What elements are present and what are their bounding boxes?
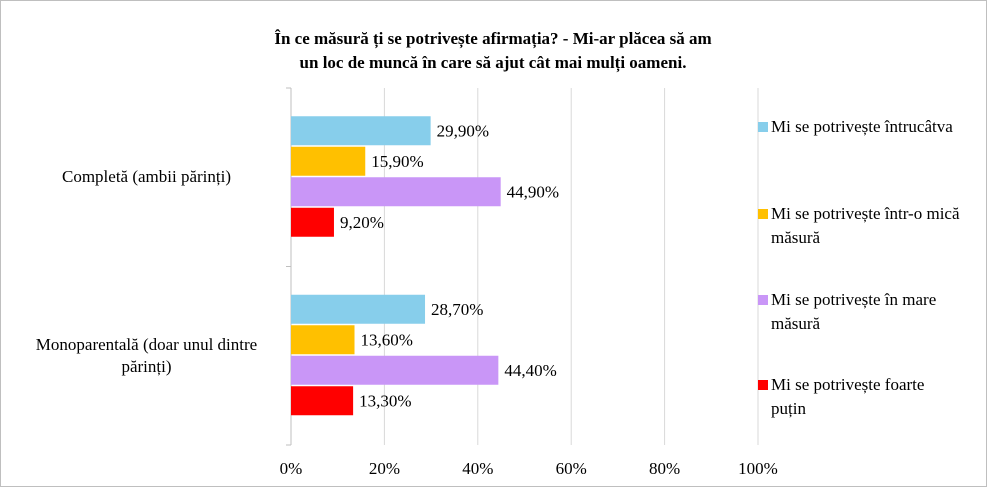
value-label: 13,60% bbox=[361, 331, 413, 350]
x-tick-label: 20% bbox=[369, 459, 400, 478]
legend-label: Mi se potrivește întrucâtva bbox=[771, 117, 953, 136]
value-label: 28,70% bbox=[431, 300, 483, 319]
legend-swatch bbox=[758, 380, 768, 390]
legend-swatch bbox=[758, 122, 768, 132]
x-tick-label: 0% bbox=[280, 459, 303, 478]
legend-swatch bbox=[758, 295, 768, 305]
bar bbox=[291, 294, 426, 324]
value-label: 44,40% bbox=[504, 361, 556, 380]
legend-label: Mi se potrivește într-o mică măsură bbox=[771, 204, 960, 247]
chart-title: un loc de muncă în care să ajut cât mai … bbox=[300, 53, 687, 73]
bar bbox=[291, 146, 366, 176]
bar bbox=[291, 355, 499, 385]
value-label: 9,20% bbox=[340, 213, 384, 232]
legend-label: Mi se potrivește în mare măsură bbox=[771, 290, 937, 333]
legend-label: Mi se potrivește foarte puțin bbox=[771, 375, 925, 418]
category-label: Completă (ambii părinți) bbox=[61, 167, 231, 187]
x-tick-label: 80% bbox=[649, 459, 680, 478]
value-label: 13,30% bbox=[359, 392, 411, 411]
bar bbox=[291, 177, 501, 207]
bar bbox=[291, 116, 431, 146]
x-tick-label: 60% bbox=[556, 459, 587, 478]
chart-title: În ce măsură ți se potrivește afirmația?… bbox=[274, 29, 711, 49]
value-label: 44,90% bbox=[507, 183, 559, 202]
value-label: 29,90% bbox=[437, 122, 489, 141]
value-label: 15,90% bbox=[371, 152, 423, 171]
x-tick-label: 100% bbox=[738, 459, 778, 478]
bar bbox=[291, 207, 334, 237]
legend-swatch bbox=[758, 209, 768, 219]
x-tick-label: 40% bbox=[462, 459, 493, 478]
category-label: Monoparentală (doar unul dintre părinți) bbox=[35, 334, 258, 376]
bar bbox=[291, 386, 354, 416]
bar bbox=[291, 325, 355, 355]
